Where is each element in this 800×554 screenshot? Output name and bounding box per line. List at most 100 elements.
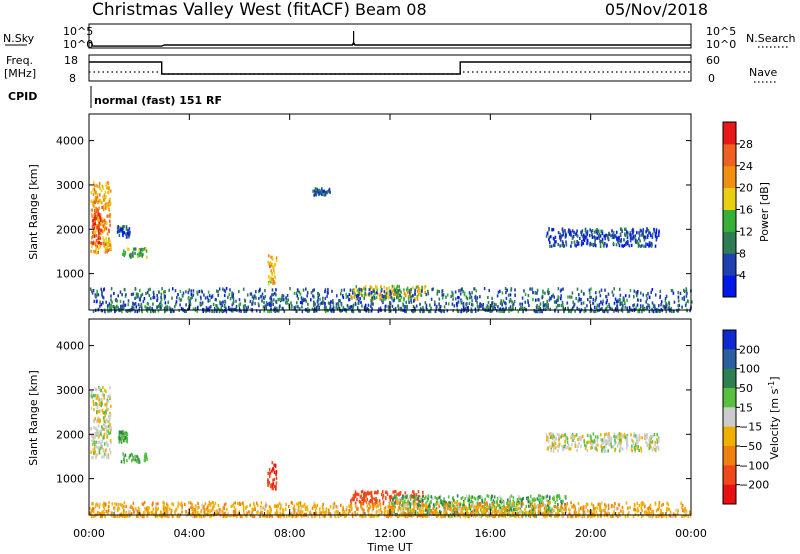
data-cell (105, 227, 108, 231)
data-cell (468, 501, 470, 505)
data-cell (130, 292, 133, 297)
data-cell (138, 248, 140, 252)
data-cell (279, 511, 282, 515)
data-cell (415, 511, 417, 515)
data-cell (544, 510, 546, 514)
data-cell (671, 515, 673, 519)
data-cell (583, 292, 585, 296)
data-cell (603, 234, 605, 238)
data-cell (110, 294, 112, 298)
data-cell (216, 509, 218, 513)
data-cell (242, 505, 245, 509)
data-cell (522, 310, 524, 314)
data-cell (146, 506, 148, 510)
data-cell (139, 288, 141, 292)
data-cell (353, 496, 356, 500)
data-cell (93, 200, 95, 204)
data-cell (125, 510, 127, 515)
data-cell (172, 503, 175, 507)
data-cell (140, 252, 143, 256)
data-cell (576, 229, 578, 233)
data-cell (573, 304, 575, 308)
data-cell (594, 238, 596, 242)
data-cell (567, 445, 569, 449)
data-cell (144, 305, 146, 309)
data-cell (374, 502, 376, 506)
data-cell (134, 454, 136, 458)
data-cell (268, 254, 270, 258)
data-cell (632, 439, 634, 443)
data-cell (636, 239, 638, 243)
data-cell (443, 502, 446, 506)
data-cell (496, 501, 498, 505)
data-cell (470, 496, 473, 500)
data-cell (542, 514, 545, 518)
data-cell (97, 227, 99, 231)
data-cell (188, 299, 191, 303)
data-cell (629, 236, 632, 240)
data-cell (185, 290, 187, 294)
data-cell (533, 506, 536, 510)
data-cell (531, 505, 534, 509)
data-cell (542, 496, 545, 500)
data-cell (270, 269, 272, 273)
data-cell (410, 298, 412, 302)
data-cell (533, 309, 535, 313)
data-cell (674, 514, 676, 518)
data-cell (593, 230, 596, 234)
data-cell (267, 483, 269, 487)
data-cell (633, 502, 636, 507)
data-cell (90, 427, 93, 431)
data-cell (590, 439, 593, 443)
data-cell (121, 430, 123, 434)
data-cell (192, 293, 195, 297)
data-cell (300, 505, 303, 509)
data-cell (656, 433, 658, 437)
data-cell (103, 450, 105, 454)
data-cell (329, 514, 332, 518)
data-cell (132, 306, 135, 310)
data-cell (657, 507, 659, 511)
data-cell (685, 288, 688, 292)
data-cell (92, 437, 95, 441)
data-cell (163, 505, 166, 509)
data-cell (139, 511, 141, 515)
data-cell (196, 290, 198, 294)
data-cell (589, 228, 591, 232)
data-cell (465, 295, 468, 299)
data-cell (163, 310, 166, 314)
data-cell (641, 515, 643, 519)
data-cell (108, 394, 111, 398)
data-cell (489, 309, 492, 313)
data-cell (159, 307, 162, 311)
data-cell (194, 508, 197, 512)
data-cell (146, 301, 149, 306)
data-cell (558, 296, 560, 300)
data-cell (340, 288, 343, 292)
data-cell (521, 501, 523, 505)
data-cell (585, 231, 588, 235)
data-cell (139, 253, 142, 257)
data-cell (552, 228, 554, 232)
data-cell (584, 446, 587, 450)
data-cell (565, 243, 568, 247)
data-cell (270, 302, 273, 306)
data-cell (278, 297, 280, 301)
data-cell (616, 305, 618, 309)
data-cell (266, 302, 269, 307)
data-cell (357, 295, 359, 299)
data-cell (417, 499, 420, 503)
data-cell (109, 215, 112, 219)
data-cell (449, 512, 452, 516)
data-cell (90, 249, 92, 253)
data-cell (98, 446, 100, 450)
data-cell (643, 306, 646, 310)
data-cell (574, 232, 577, 236)
data-cell (123, 252, 126, 257)
data-cell (401, 503, 403, 507)
power-colorbar-tick: 8 (739, 247, 746, 260)
data-cell (569, 514, 572, 519)
data-cell (548, 235, 551, 239)
data-cell (553, 497, 555, 501)
data-cell (557, 309, 560, 314)
